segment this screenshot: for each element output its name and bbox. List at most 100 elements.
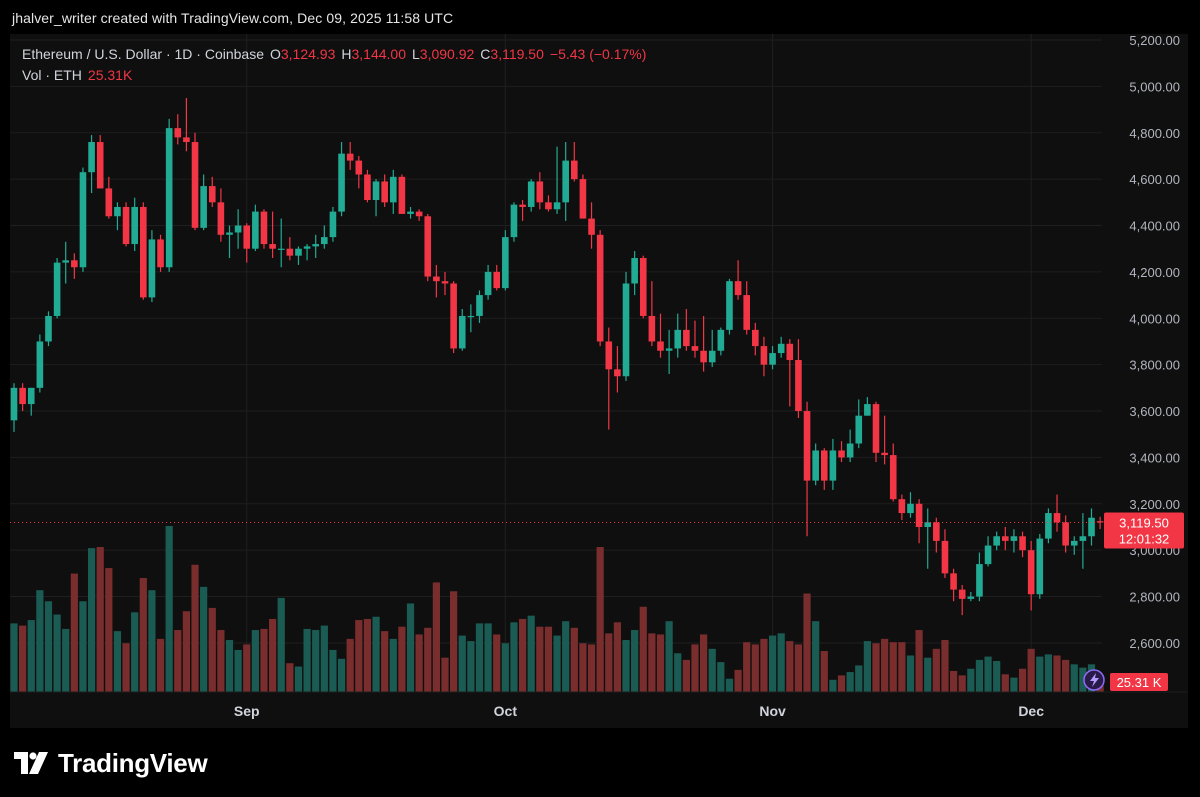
candle-body <box>260 211 268 245</box>
candle-body <box>200 186 207 228</box>
volume-bar <box>656 634 665 692</box>
volume-bar <box>1027 648 1035 692</box>
candle-body <box>105 188 113 217</box>
candle-body <box>62 260 70 263</box>
candle-body <box>752 329 759 347</box>
price-tick-label: 3,800.00 <box>1129 358 1180 373</box>
candle-body <box>217 202 225 235</box>
candle-body <box>510 204 518 238</box>
candle-body <box>743 295 750 330</box>
time-axis: Sep Oct Nov Dec <box>10 691 1188 719</box>
volume-bar <box>682 659 690 692</box>
volume-bar <box>277 597 285 692</box>
volume-bar <box>381 631 389 692</box>
volume-bar <box>398 626 406 692</box>
candle-body <box>364 174 371 201</box>
change-value: −5.43 (−0.17%) <box>549 46 647 62</box>
candle-body <box>769 353 776 365</box>
price-tick-label: 2,600.00 <box>1129 636 1180 651</box>
volume-bar <box>36 590 44 692</box>
volume-badge-value: 25.31 K <box>1117 675 1162 690</box>
candle-body <box>984 545 992 565</box>
candle-body <box>140 206 147 298</box>
volume-bar <box>96 547 104 692</box>
volume-bar <box>337 658 346 692</box>
volume-bar <box>613 622 621 692</box>
volume-bar <box>450 591 458 692</box>
volume-bar <box>510 622 518 692</box>
candle-body <box>183 137 190 143</box>
volume-bar <box>44 601 53 692</box>
volume-value: 25.31K <box>87 67 133 83</box>
volume-bar <box>751 644 759 692</box>
candle-body <box>79 172 87 268</box>
volume-bar <box>10 623 18 692</box>
candle-body <box>674 329 682 349</box>
candle-body <box>321 237 328 245</box>
volume-bar <box>251 630 259 692</box>
candle-body <box>338 153 345 212</box>
volume-bar <box>829 679 837 692</box>
chart-frame[interactable]: 2,600.00 2,800.00 3,000.00 3,200.00 3,400.00… <box>10 34 1188 728</box>
candle-body <box>708 350 716 363</box>
volume-bar <box>984 656 992 692</box>
brand-name: TradingView <box>58 747 208 778</box>
candle-body <box>683 329 690 347</box>
close-label: C <box>480 46 491 62</box>
low-label: L <box>412 46 420 62</box>
volume-bar <box>605 633 613 692</box>
candle-body <box>734 281 742 296</box>
candle-body <box>691 346 699 351</box>
volume-bar <box>898 642 906 692</box>
volume-bar <box>441 657 449 692</box>
candle-body <box>1053 513 1061 523</box>
volume-bar <box>855 665 863 692</box>
price-tick-label: 3,400.00 <box>1129 450 1180 465</box>
candle-body <box>1096 521 1104 523</box>
candle-body <box>1079 536 1087 541</box>
volume-bar <box>286 663 294 692</box>
open-value: 3,124.93 <box>280 46 336 62</box>
volume-bar <box>122 643 130 692</box>
volume-bar <box>975 659 984 692</box>
candle-body <box>1036 538 1044 595</box>
volume-bar <box>941 639 949 692</box>
candle-body <box>898 499 906 514</box>
ohlc-row: Ethereum / U.S. Dollar · 1D · Coinbase O3… <box>22 44 646 65</box>
volume-bar <box>19 625 27 692</box>
candle-body <box>355 160 363 175</box>
candle-body <box>924 522 932 527</box>
volume-bar <box>87 548 96 692</box>
volume-bar <box>1079 667 1087 692</box>
candle-body <box>286 248 294 256</box>
volume-bar <box>544 626 553 692</box>
chart-legend: Ethereum / U.S. Dollar · 1D · Coinbase O3… <box>22 44 646 86</box>
candle-body <box>872 404 880 453</box>
candle-body <box>36 341 44 388</box>
tradingview-logo-icon <box>14 752 48 774</box>
volume-bar <box>708 648 716 692</box>
time-tick-label: Sep <box>234 703 260 719</box>
candle-body <box>993 536 1000 546</box>
volume-bar <box>182 611 190 692</box>
candle-body <box>303 246 311 249</box>
volume-bar <box>260 628 268 692</box>
candle-body <box>579 179 587 219</box>
volume-bar <box>786 641 794 692</box>
volume-bar <box>915 630 923 692</box>
volume-label[interactable]: Vol · ETH <box>22 67 82 83</box>
volume-bar <box>70 573 78 692</box>
volume-bar <box>932 648 940 692</box>
tradingview-logo[interactable]: TradingView <box>14 747 208 778</box>
candle-body <box>726 281 733 330</box>
candle-body <box>312 244 319 247</box>
price-tick-label: 4,800.00 <box>1129 126 1180 141</box>
symbol-label[interactable]: Ethereum / U.S. Dollar · 1D · Coinbase <box>22 46 264 62</box>
price-tick-label: 5,200.00 <box>1129 34 1180 48</box>
volume-bar <box>79 601 87 692</box>
volume-bar <box>587 644 596 692</box>
candlestick-chart[interactable]: 2,600.002,800.003,000.003,200.003,400.00… <box>10 34 1188 728</box>
volume-bar <box>139 578 147 692</box>
candle-body <box>1027 550 1035 595</box>
candle-body <box>484 271 492 296</box>
